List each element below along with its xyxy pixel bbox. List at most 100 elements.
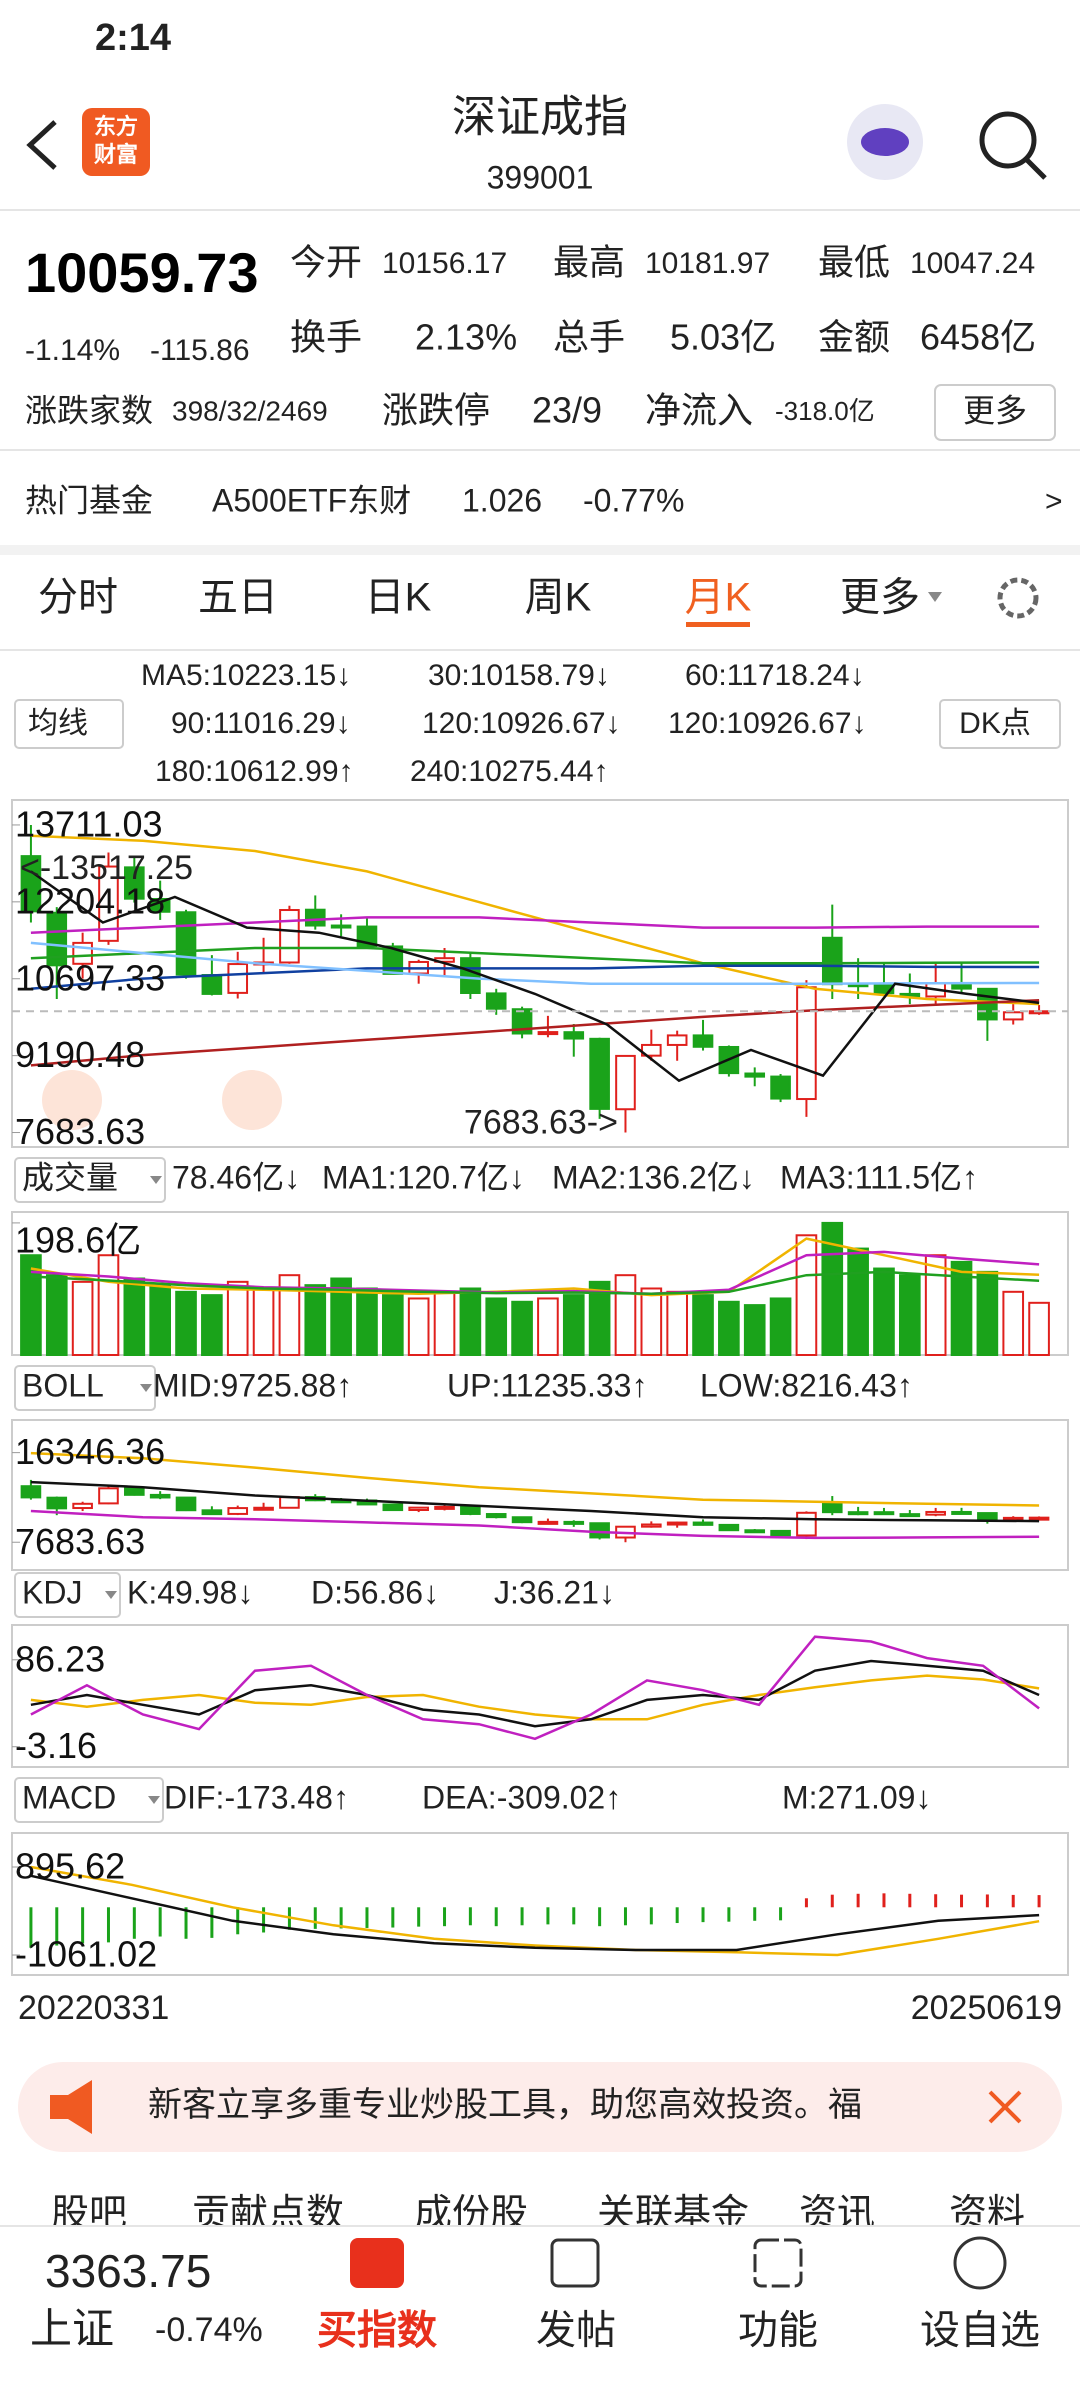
candle-body [537, 1520, 559, 1525]
dropdown-icon [105, 1591, 117, 1599]
field-label: 今开 [290, 242, 362, 283]
indicator-label: KDJ [22, 1574, 82, 1610]
code: 399001 [487, 159, 594, 195]
indicator-readout: M:271.09↓ [782, 1779, 931, 1815]
field-label: 金额 [818, 317, 890, 358]
candle-body [485, 992, 507, 1010]
field-label: 最高 [553, 242, 625, 283]
banner[interactable] [18, 2062, 1062, 2152]
volume-bar [666, 1290, 688, 1357]
volume-bar [45, 1274, 68, 1356]
chart-frame [11, 1832, 1069, 1976]
high-annotation: <-13517.25 [20, 849, 193, 887]
tab[interactable]: 更多 [840, 576, 920, 620]
field-label: 涨跌停 [382, 390, 490, 431]
indicator-readout: LOW:8216.43↑ [700, 1367, 913, 1403]
volume-bar [459, 1287, 482, 1357]
y-tick-label: 13711.03 [15, 803, 162, 844]
dk-button[interactable] [939, 699, 1061, 749]
volume-bar [718, 1300, 740, 1356]
indicator-line [30, 870, 1040, 1083]
back-icon[interactable] [26, 120, 57, 170]
candle-body [175, 1496, 197, 1512]
volume-bar [330, 1277, 352, 1356]
tab[interactable]: 五日 [198, 576, 278, 620]
volume-bar [356, 1287, 378, 1357]
volume-bar [304, 1284, 327, 1357]
nav-action[interactable]: 发帖 [536, 2309, 616, 2353]
volume-bar [976, 1270, 999, 1357]
field-value: 398/32/2469 [172, 395, 328, 426]
indicator-line [30, 1509, 1040, 1540]
megaphone-icon [50, 2080, 92, 2134]
zoom-button[interactable] [222, 1070, 282, 1130]
func-icon [753, 2238, 803, 2288]
candle-body [304, 908, 326, 927]
candle-body [1002, 1516, 1024, 1521]
tab[interactable]: 分时 [38, 576, 118, 620]
status-time: 2:14 [95, 17, 171, 59]
indicator-line [30, 999, 1040, 1067]
settings-icon[interactable] [997, 577, 1039, 619]
indicator-readout: 78.46亿↓ [172, 1159, 300, 1195]
volume-bar [795, 1234, 818, 1356]
candle-body [20, 855, 42, 913]
volume-bar [562, 1294, 585, 1356]
field-value: 6458亿 [920, 317, 1036, 358]
indicator-menu[interactable] [14, 1777, 164, 1823]
x-tick-label: 20250619 [911, 1989, 1062, 2027]
volume-bar [433, 1290, 456, 1357]
tab[interactable]: 月K [685, 576, 752, 620]
indicator-readout: MA3:111.5亿↑ [780, 1159, 978, 1195]
dropdown-icon [140, 1384, 152, 1392]
x-tick-label: 20220331 [18, 1989, 169, 2027]
candle-body [641, 1523, 662, 1528]
banner-text: 新客立享多重专业炒股工具，助您高效投资。福 [148, 2086, 862, 2124]
field-value: 23/9 [532, 390, 602, 431]
volume-bar [97, 1254, 120, 1356]
indicator-readout: UP:11235.33↑ [447, 1367, 647, 1403]
fund-label: 热门基金 [25, 482, 153, 518]
candle-body [279, 909, 300, 964]
volume-bar [201, 1294, 223, 1356]
volume-bar [407, 1297, 430, 1356]
indicator-line [30, 964, 1040, 991]
ma-readout: 120:10926.67↓ [668, 707, 867, 740]
ma-toggle[interactable] [14, 699, 124, 749]
nav-action[interactable]: 功能 [738, 2309, 818, 2353]
search-icon[interactable] [979, 111, 1037, 169]
candle-body [46, 911, 68, 967]
expand-button[interactable] [42, 1070, 102, 1130]
close-icon[interactable] [988, 2090, 1022, 2124]
change: -115.86 [150, 334, 250, 367]
nav-action[interactable]: 设自选 [920, 2309, 1040, 2353]
indicator-menu[interactable] [14, 1572, 121, 1618]
candle-body [899, 1513, 921, 1518]
tab[interactable]: 周K [525, 576, 592, 620]
volume-bar [1002, 1290, 1025, 1357]
indicator-menu[interactable] [14, 1157, 166, 1203]
candle-body [666, 1034, 688, 1046]
indicator-menu[interactable] [14, 1365, 156, 1411]
indicator-label: MACD [22, 1779, 116, 1815]
volume-bar [847, 1247, 869, 1357]
nav-action[interactable]: 买指数 [317, 2309, 437, 2353]
candle-body [175, 911, 197, 976]
candle-body [951, 1510, 972, 1515]
indicator-readout: DIF:-173.48↑ [164, 1779, 349, 1815]
candle-body [718, 1523, 740, 1532]
candle-body [227, 963, 249, 994]
candle-body [563, 1520, 585, 1525]
candle-body [589, 1522, 610, 1539]
logo-text: 财富 [94, 142, 138, 167]
candle-body [434, 1505, 455, 1510]
ma-readout: 120:10926.67↓ [422, 707, 621, 740]
ma-readout: MA5:10223.15↓ [141, 659, 351, 692]
volume-bar [123, 1277, 146, 1356]
fund-price: 1.026 [462, 482, 542, 518]
tab[interactable]: 日K [365, 576, 432, 620]
more-button[interactable] [934, 384, 1056, 441]
indicator-line [30, 916, 1040, 934]
